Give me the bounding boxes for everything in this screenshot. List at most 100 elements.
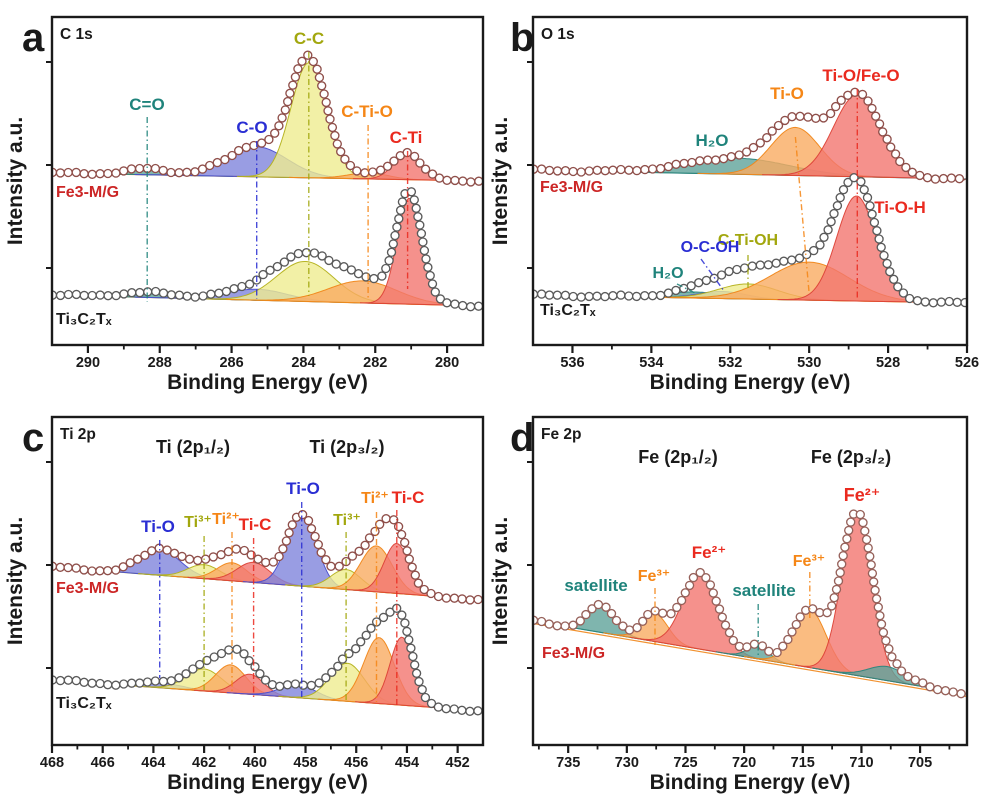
data-marker	[601, 602, 611, 612]
data-marker	[309, 248, 320, 258]
peak-label: satellite	[564, 576, 627, 595]
data-marker	[79, 565, 89, 575]
data-marker	[390, 230, 400, 241]
data-marker	[411, 668, 422, 678]
data-marker	[680, 588, 690, 598]
data-marker	[779, 256, 789, 266]
data-marker	[624, 291, 634, 301]
data-marker	[384, 255, 394, 266]
data-marker	[336, 147, 346, 157]
data-marker	[872, 226, 882, 236]
data-marker	[395, 205, 406, 215]
data-marker	[79, 677, 89, 687]
data-marker	[787, 255, 797, 265]
data-marker	[55, 562, 65, 572]
plot-area-a	[53, 50, 482, 312]
spectrum-name-label: Ti₃C₂Tₓ	[540, 302, 596, 319]
data-marker	[169, 548, 180, 558]
data-marker	[381, 263, 391, 274]
data-marker	[427, 169, 438, 179]
data-marker	[286, 252, 296, 262]
peak-label: C=O	[129, 95, 164, 114]
data-marker	[836, 95, 846, 105]
data-marker	[701, 573, 711, 583]
data-marker	[773, 120, 784, 131]
data-marker	[922, 173, 933, 183]
data-marker	[465, 706, 475, 716]
data-marker	[352, 166, 362, 176]
data-marker	[111, 680, 121, 690]
background-baseline	[534, 623, 966, 697]
tick-label: 466	[91, 755, 115, 771]
data-marker	[856, 177, 866, 187]
data-marker	[616, 164, 626, 175]
tick-label: 468	[40, 755, 64, 771]
tick-label: 735	[556, 755, 580, 771]
data-marker	[878, 627, 889, 638]
data-marker	[397, 197, 408, 207]
data-marker	[287, 520, 297, 530]
data-marker	[892, 659, 902, 669]
data-marker	[536, 289, 547, 299]
data-marker	[119, 289, 129, 299]
spectrum-name-label: Fe3-M/G	[542, 645, 605, 662]
data-marker	[441, 704, 451, 714]
data-marker	[666, 609, 676, 619]
data-marker	[151, 286, 161, 297]
data-marker	[118, 562, 128, 572]
data-marker	[212, 157, 222, 168]
data-marker	[925, 682, 935, 692]
data-marker	[316, 547, 326, 558]
data-marker	[544, 290, 555, 300]
panel-letter-b: b	[510, 16, 534, 60]
tick-label: 710	[849, 755, 873, 771]
data-marker	[326, 561, 336, 571]
data-marker	[624, 625, 635, 635]
data-marker	[190, 292, 200, 302]
data-marker	[308, 56, 318, 67]
data-marker	[193, 555, 203, 566]
data-marker	[855, 509, 865, 520]
data-marker	[658, 608, 668, 618]
data-marker	[327, 667, 337, 677]
data-marker	[389, 515, 399, 525]
peak-label: Ti²⁺	[212, 511, 240, 528]
data-marker	[655, 163, 666, 174]
data-marker	[330, 130, 340, 141]
data-marker	[552, 290, 562, 300]
data-marker	[413, 212, 423, 222]
data-marker	[334, 561, 344, 571]
data-marker	[818, 113, 829, 123]
data-marker	[466, 177, 476, 187]
data-marker	[103, 291, 113, 301]
panel-title: Ti 2p	[60, 426, 96, 443]
data-marker	[608, 291, 618, 301]
data-marker	[956, 689, 966, 699]
data-marker	[325, 114, 335, 124]
data-marker	[209, 652, 219, 662]
data-marker	[803, 112, 813, 122]
data-points	[534, 509, 966, 699]
data-marker	[275, 681, 285, 691]
data-marker	[884, 644, 894, 654]
data-marker	[63, 675, 73, 685]
spectrum-name-label: Ti₃C₂Tₓ	[56, 695, 112, 712]
data-marker	[317, 81, 327, 91]
data-marker	[174, 673, 184, 683]
data-marker	[863, 543, 873, 553]
data-marker	[866, 560, 876, 570]
panel-d: 735 730 725 720 715 710 705 Binding Energy (eV)…	[489, 415, 969, 794]
data-marker	[734, 641, 745, 652]
peak-label: Fe²⁺	[844, 485, 881, 505]
data-marker	[297, 509, 308, 520]
data-marker	[433, 591, 444, 602]
data-marker	[783, 634, 793, 645]
data-marker	[724, 266, 734, 277]
data-marker	[695, 156, 705, 166]
data-marker	[811, 113, 821, 123]
data-marker	[838, 551, 848, 561]
data-marker	[449, 593, 460, 603]
data-marker	[274, 551, 284, 562]
data-marker	[142, 677, 153, 687]
peak-label: satellite	[732, 581, 795, 600]
